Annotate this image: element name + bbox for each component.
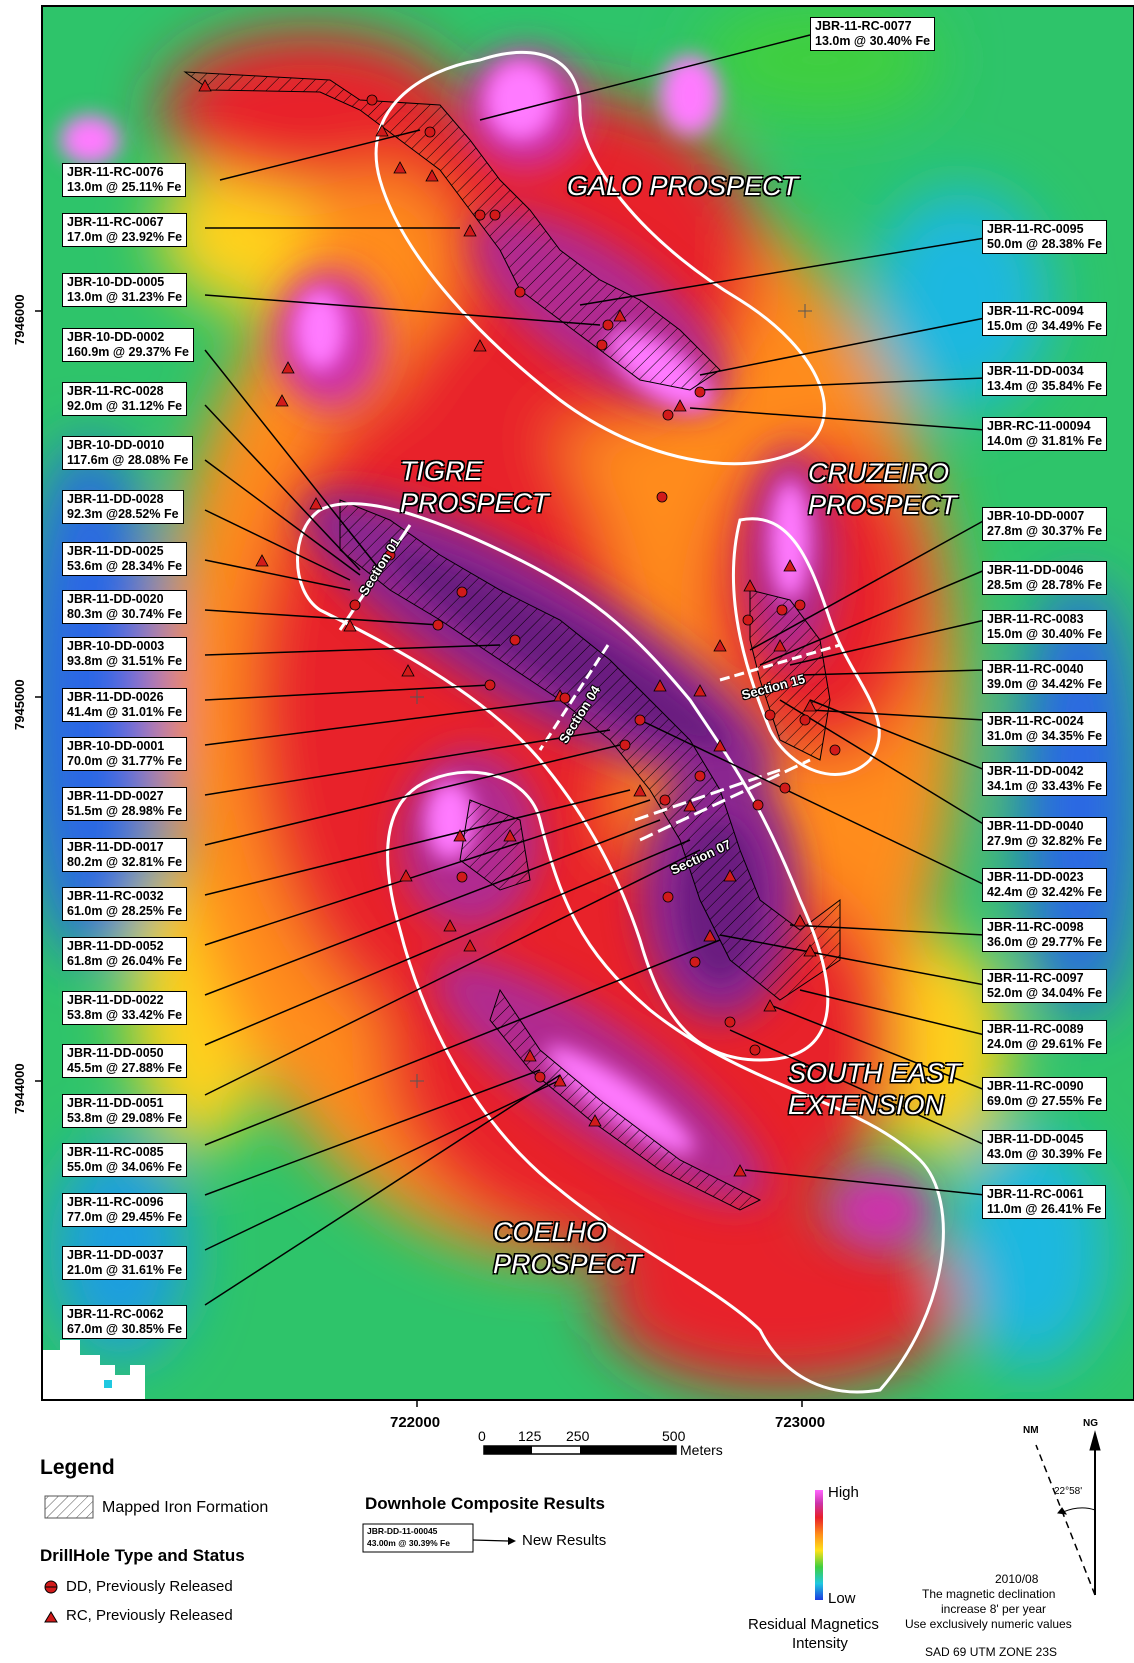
result-label-JBR-11-RC-0040: JBR-11-RC-0040 39.0m @ 34.42% Fe bbox=[982, 660, 1108, 694]
result-label-JBR-10-DD-0007: JBR-10-DD-0007 27.8m @ 30.37% Fe bbox=[982, 507, 1108, 541]
result-label-JBR-11-DD-0027: JBR-11-DD-0027 51.5m @ 28.98% Fe bbox=[62, 787, 188, 821]
result-label-JBR-10-DD-0010: JBR-10-DD-0010 117.6m @ 28.08% Fe bbox=[62, 436, 194, 470]
result-label-JBR-11-DD-0051: JBR-11-DD-0051 53.8m @ 29.08% Fe bbox=[62, 1094, 188, 1128]
legend-rc: RC, Previously Released bbox=[66, 1607, 233, 1624]
result-label-JBR-11-RC-0062: JBR-11-RC-0062 67.0m @ 30.85% Fe bbox=[62, 1305, 188, 1339]
declination-note-2: increase 8' per year bbox=[941, 1602, 1047, 1616]
result-label-JBR-11-RC-0067: JBR-11-RC-0067 17.0m @ 23.92% Fe bbox=[62, 213, 188, 247]
legend-symbols bbox=[44, 1490, 823, 1623]
magnetics-high: High bbox=[828, 1484, 859, 1501]
composite-sample-result: 43.00m @ 30.39% Fe bbox=[367, 1538, 450, 1548]
result-label-JBR-11-RC-0076: JBR-11-RC-0076 13.0m @ 25.11% Fe bbox=[62, 163, 187, 197]
scale-tick-125: 125 bbox=[518, 1428, 542, 1444]
declination-note-1: The magnetic declination bbox=[922, 1587, 1056, 1601]
result-label-JBR-11-DD-0022: JBR-11-DD-0022 53.8m @ 33.42% Fe bbox=[62, 991, 188, 1025]
result-label-JBR-10-DD-0003: JBR-10-DD-0003 93.8m @ 31.51% Fe bbox=[62, 637, 188, 671]
north-nm: NM bbox=[1023, 1425, 1039, 1436]
scale-tick-500: 500 bbox=[662, 1428, 686, 1444]
result-label-JBR-11-DD-0028: JBR-11-DD-0028 92.3m @28.52% Fe bbox=[62, 490, 184, 524]
result-label-JBR-10-DD-0002: JBR-10-DD-0002 160.9m @ 29.37% Fe bbox=[62, 328, 194, 362]
x-coord-722000: 722000 bbox=[390, 1414, 441, 1431]
magnetics-label-1: Residual Magnetics bbox=[748, 1616, 879, 1633]
result-label-JBR-11-RC-0061: JBR-11-RC-0061 11.0m @ 26.41% Fe bbox=[982, 1185, 1107, 1219]
result-label-JBR-11-RC-0077: JBR-11-RC-0077 13.0m @ 30.40% Fe bbox=[810, 17, 936, 51]
scale-tick-0: 0 bbox=[478, 1428, 486, 1444]
composite-sample-id: JBR-DD-11-00045 bbox=[367, 1526, 438, 1536]
result-label-JBR-11-DD-0017: JBR-11-DD-0017 80.2m @ 32.81% Fe bbox=[62, 838, 188, 872]
prospect-southeast: SOUTH EAST EXTENSION bbox=[788, 1058, 961, 1120]
y-coord-7945000: 7945000 bbox=[12, 679, 27, 730]
declination-angle: 22°58' bbox=[1054, 1486, 1083, 1497]
result-label-JBR-11-RC-0095: JBR-11-RC-0095 50.0m @ 28.38% Fe bbox=[982, 220, 1108, 254]
declination-note-3: Use exclusively numeric values bbox=[905, 1617, 1072, 1631]
result-label-JBR-11-RC-0089: JBR-11-RC-0089 24.0m @ 29.61% Fe bbox=[982, 1020, 1108, 1054]
legend-iron-formation: Mapped Iron Formation bbox=[102, 1499, 269, 1516]
section-lines bbox=[338, 524, 841, 842]
prospect-cruzeiro: CRUZEIRO PROSPECT bbox=[808, 458, 957, 520]
datum: SAD 69 UTM ZONE 23S bbox=[925, 1645, 1058, 1659]
result-label-JBR-11-DD-0034: JBR-11-DD-0034 13.4m @ 35.84% Fe bbox=[982, 362, 1108, 396]
legend-drillhole-title: DrillHole Type and Status bbox=[40, 1546, 245, 1565]
legend-title: Legend bbox=[40, 1456, 115, 1479]
composite-new-results: New Results bbox=[522, 1532, 607, 1549]
scale-unit: Meters bbox=[680, 1442, 723, 1458]
north-arrow bbox=[1035, 1430, 1101, 1596]
y-coord-7946000: 7946000 bbox=[12, 294, 27, 345]
result-label-JBR-11-RC-0096: JBR-11-RC-0096 77.0m @ 29.45% Fe bbox=[62, 1193, 188, 1227]
result-label-JBR-11-DD-0050: JBR-11-DD-0050 45.5m @ 27.88% Fe bbox=[62, 1044, 188, 1078]
result-label-JBR-11-RC-0098: JBR-11-RC-0098 36.0m @ 29.77% Fe bbox=[982, 918, 1108, 952]
result-label-JBR-11-RC-0090: JBR-11-RC-0090 69.0m @ 27.55% Fe bbox=[982, 1077, 1108, 1111]
drillholes bbox=[198, 79, 841, 1177]
nodata-area bbox=[42, 1340, 145, 1400]
result-label-JBR-11-RC-0028: JBR-11-RC-0028 92.0m @ 31.12% Fe bbox=[62, 382, 188, 416]
map-frame bbox=[41, 5, 1134, 1401]
result-label-JBR-11-RC-0094: JBR-11-RC-0094 15.0m @ 34.49% Fe bbox=[982, 302, 1108, 336]
legend-dd: DD, Previously Released bbox=[66, 1578, 233, 1595]
result-label-JBR-11-RC-0083: JBR-11-RC-0083 15.0m @ 30.40% Fe bbox=[982, 610, 1108, 644]
prospect-coelho: COELHO PROSPECT bbox=[493, 1217, 642, 1279]
prospect-galo: GALO PROSPECT bbox=[567, 171, 799, 201]
result-label-JBR-RC-11-00094: JBR-RC-11-00094 14.0m @ 31.81% Fe bbox=[982, 417, 1108, 451]
y-coord-7944000: 7944000 bbox=[12, 1063, 27, 1114]
declination-date: 2010/08 bbox=[995, 1572, 1039, 1586]
result-label-JBR-11-DD-0037: JBR-11-DD-0037 21.0m @ 31.61% Fe bbox=[62, 1246, 188, 1280]
result-label-JBR-11-DD-0023: JBR-11-DD-0023 42.4m @ 32.42% Fe bbox=[982, 868, 1108, 902]
iron-formation-polygons bbox=[183, 71, 841, 1211]
leader-lines bbox=[204, 34, 986, 1306]
scale-bar bbox=[483, 1445, 677, 1455]
composite-title: Downhole Composite Results bbox=[365, 1494, 605, 1513]
result-label-JBR-11-RC-0032: JBR-11-RC-0032 61.0m @ 28.25% Fe bbox=[62, 887, 188, 921]
prospect-tigre: TIGRE PROSPECT bbox=[400, 456, 549, 518]
result-label-JBR-11-DD-0020: JBR-11-DD-0020 80.3m @ 30.74% Fe bbox=[62, 590, 188, 624]
result-label-JBR-11-DD-0045: JBR-11-DD-0045 43.0m @ 30.39% Fe bbox=[982, 1130, 1108, 1164]
result-label-JBR-10-DD-0005: JBR-10-DD-0005 13.0m @ 31.23% Fe bbox=[62, 273, 188, 307]
north-ng: NG bbox=[1083, 1418, 1098, 1429]
magnetics-low: Low bbox=[828, 1590, 856, 1607]
prospect-outlines bbox=[296, 50, 945, 1394]
result-label-JBR-11-RC-0097: JBR-11-RC-0097 52.0m @ 34.04% Fe bbox=[982, 969, 1108, 1003]
grid-crosses bbox=[410, 304, 812, 1088]
result-label-JBR-10-DD-0001: JBR-10-DD-0001 70.0m @ 31.77% Fe bbox=[62, 737, 188, 771]
result-label-JBR-11-DD-0026: JBR-11-DD-0026 41.4m @ 31.01% Fe bbox=[62, 688, 188, 722]
result-label-JBR-11-DD-0042: JBR-11-DD-0042 34.1m @ 33.43% Fe bbox=[982, 762, 1108, 796]
result-label-JBR-11-DD-0025: JBR-11-DD-0025 53.6m @ 28.34% Fe bbox=[62, 542, 188, 576]
result-label-JBR-11-RC-0085: JBR-11-RC-0085 55.0m @ 34.06% Fe bbox=[62, 1143, 188, 1177]
result-label-JBR-11-DD-0040: JBR-11-DD-0040 27.9m @ 32.82% Fe bbox=[982, 817, 1108, 851]
scale-tick-250: 250 bbox=[566, 1428, 590, 1444]
result-label-JBR-11-RC-0024: JBR-11-RC-0024 31.0m @ 34.35% Fe bbox=[982, 712, 1108, 746]
magnetics-label-2: Intensity bbox=[792, 1635, 848, 1652]
result-label-JBR-11-DD-0046: JBR-11-DD-0046 28.5m @ 28.78% Fe bbox=[982, 561, 1108, 595]
result-label-JBR-11-DD-0052: JBR-11-DD-0052 61.8m @ 26.04% Fe bbox=[62, 937, 188, 971]
x-coord-723000: 723000 bbox=[775, 1414, 826, 1431]
